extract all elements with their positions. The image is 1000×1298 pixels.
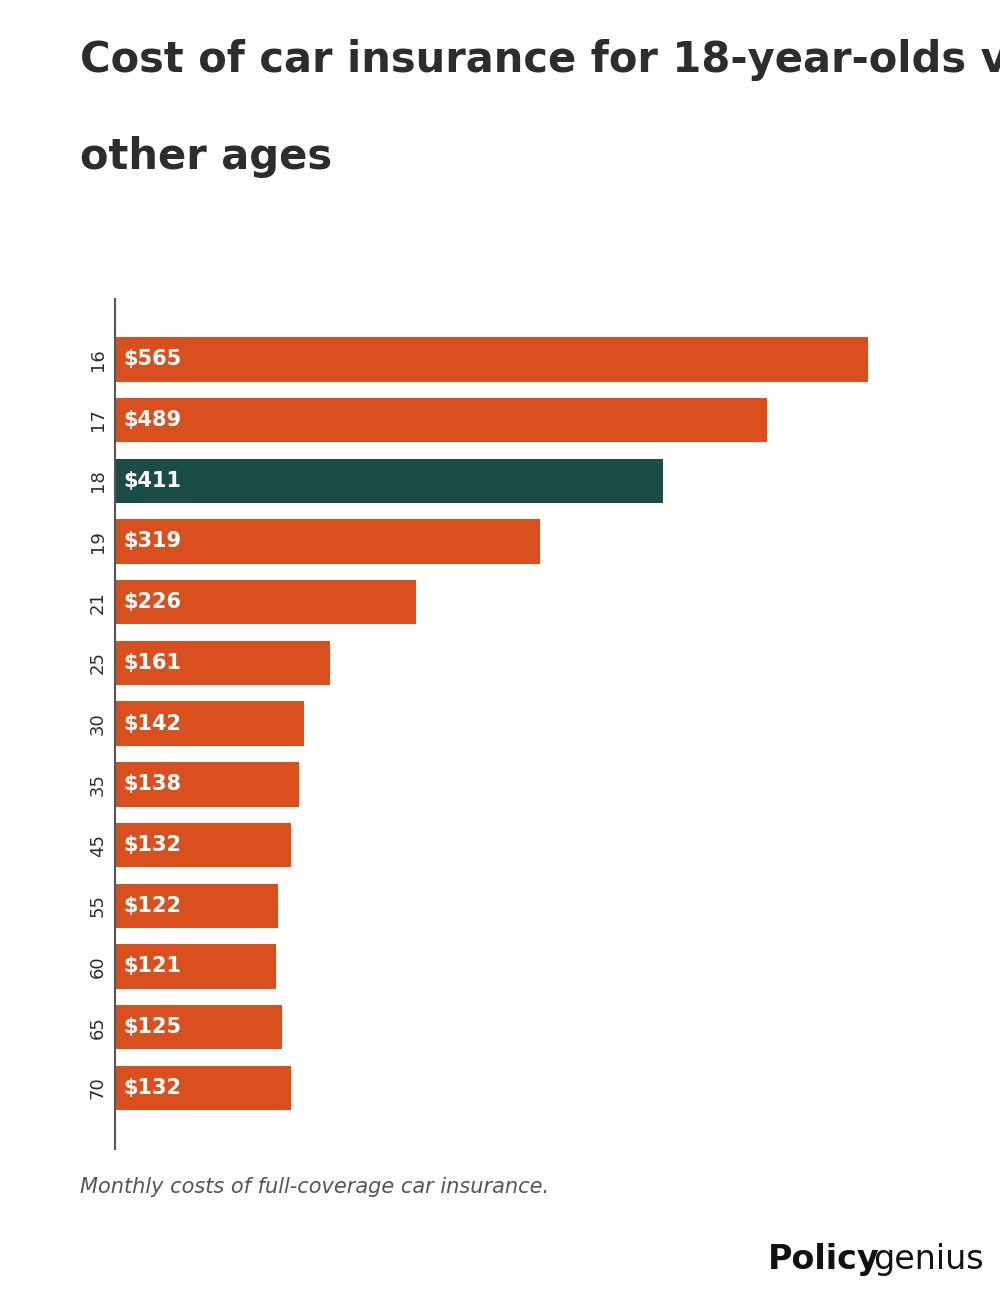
Text: $142: $142 [123,714,181,733]
Bar [115,1066,291,1110]
Text: $319: $319 [123,531,181,552]
Bar [115,1005,282,1049]
Text: $132: $132 [123,835,181,855]
Bar [115,945,276,989]
Text: genius: genius [873,1242,984,1276]
Text: Cost of car insurance for 18-year-olds vs.: Cost of car insurance for 18-year-olds v… [80,39,1000,80]
Bar [115,337,868,382]
Bar [115,458,663,502]
Bar [115,823,291,867]
Text: $565: $565 [123,349,181,370]
Text: $132: $132 [123,1077,181,1098]
Bar [115,701,304,746]
Text: $489: $489 [123,410,181,430]
Bar [115,519,540,563]
Text: $161: $161 [123,653,181,672]
Text: $411: $411 [123,471,181,491]
Text: $138: $138 [123,775,181,794]
Text: Policy: Policy [768,1242,879,1276]
Text: $122: $122 [123,896,181,916]
Text: $125: $125 [123,1018,181,1037]
Bar [115,580,416,624]
Bar [115,762,299,806]
Text: $121: $121 [123,957,181,976]
Text: $226: $226 [123,592,181,613]
Text: Monthly costs of full-coverage car insurance.: Monthly costs of full-coverage car insur… [80,1177,549,1197]
Text: other ages: other ages [80,136,332,178]
Bar [115,641,330,685]
Bar [115,398,767,443]
Bar [115,884,278,928]
